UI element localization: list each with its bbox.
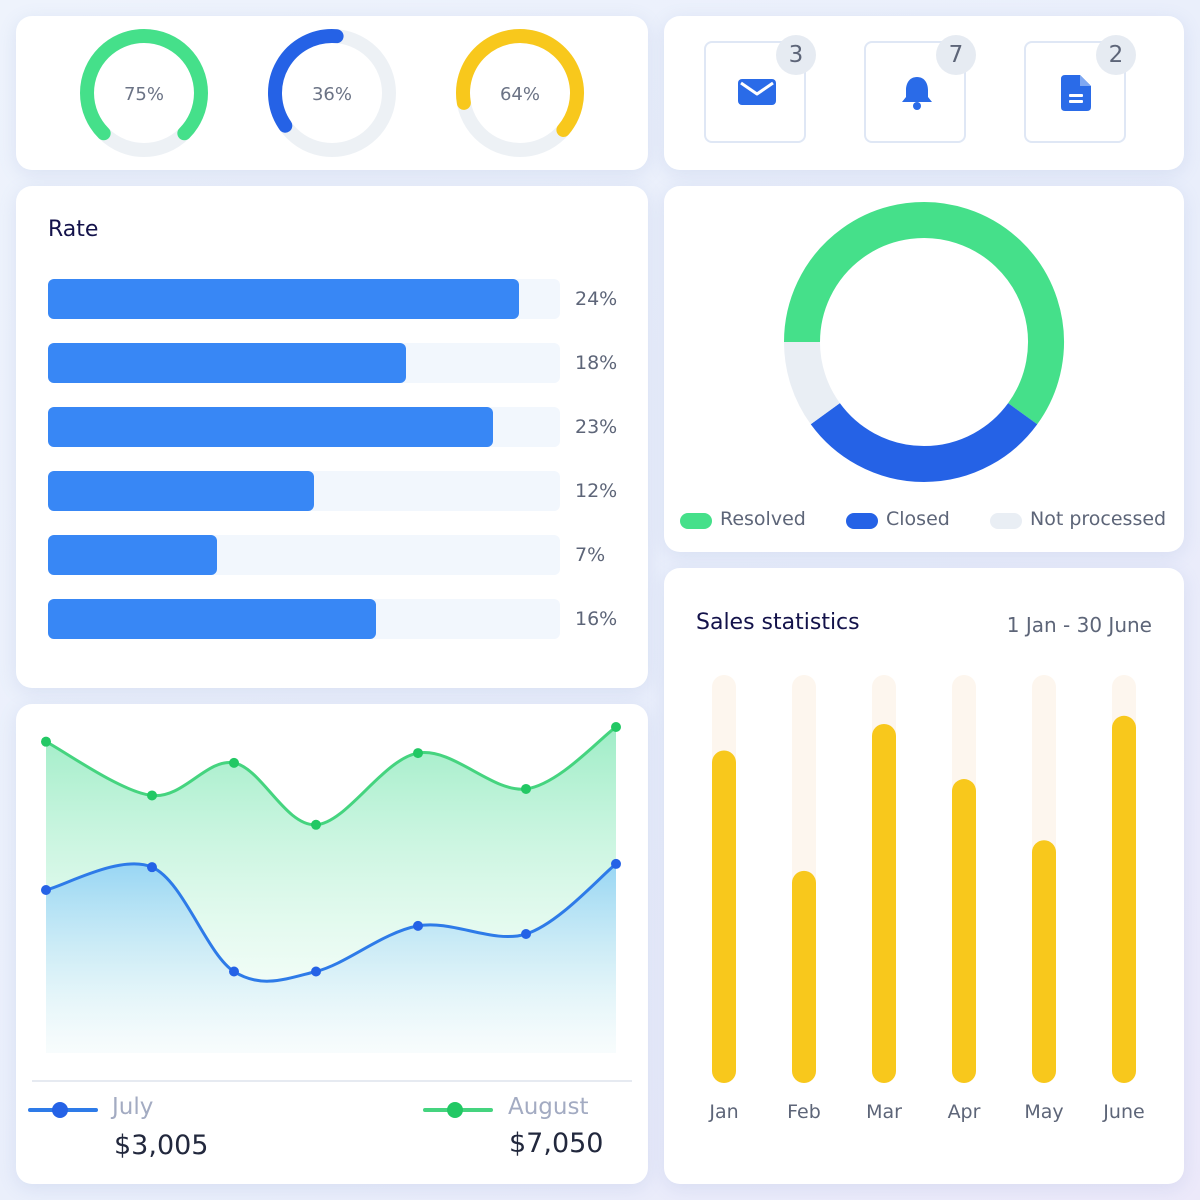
july-value: $3,005 [114, 1130, 209, 1161]
legend-august-marker [423, 1100, 493, 1124]
rate-bar-1[interactable] [48, 343, 407, 383]
rate-bar-label-1: 18% [575, 352, 618, 374]
rate-title: Rate [48, 217, 99, 242]
gauge-arc-1 [268, 29, 344, 133]
legend-not-processed: Not processed [990, 508, 1166, 530]
legend-july-marker [28, 1100, 98, 1124]
sales-tick-jan: Jan [708, 1101, 738, 1123]
rate-bar-0[interactable] [48, 279, 520, 319]
legend-resolved-label: Resolved [720, 508, 806, 530]
bell-button[interactable]: 7 [864, 35, 976, 143]
sales-bar-jan[interactable] [712, 750, 736, 1083]
document-icon [1061, 75, 1091, 115]
notifications-card: 3 7 2 [664, 16, 1184, 170]
status-donut-card: Resolved Closed Not processed [664, 186, 1184, 552]
july-point-5[interactable] [521, 929, 531, 940]
monthly-area-chart [32, 722, 632, 1082]
rate-bar-5[interactable] [48, 599, 376, 639]
rate-bar-label-5: 16% [575, 608, 618, 630]
legend-resolved-swatch [680, 513, 712, 529]
rate-bar-track-1 [48, 343, 560, 383]
legend-closed-label: Closed [886, 508, 950, 530]
sales-bar-june[interactable] [1112, 715, 1136, 1083]
donut-slice-not-processed[interactable] [784, 341, 841, 425]
august-point-5[interactable] [521, 783, 531, 794]
rate-card: Rate 24% 18% 23% 12% 7% 16% [16, 186, 648, 688]
legend-august-label: August [508, 1094, 589, 1120]
rate-bar-label-0: 24% [575, 288, 618, 310]
august-point-4[interactable] [413, 748, 423, 759]
august-point-3[interactable] [311, 819, 321, 830]
legend-not-processed-swatch [990, 513, 1022, 529]
rate-bar-label-3: 12% [575, 480, 618, 502]
august-point-1[interactable] [147, 790, 157, 801]
rate-bar-track-2 [48, 407, 560, 447]
sales-bar-chart: Jan Feb Mar Apr May June [708, 675, 1145, 1123]
august-point-2[interactable] [229, 757, 239, 768]
bell-icon [900, 75, 934, 115]
sales-tick-mar: Mar [866, 1101, 902, 1123]
rate-bar-label-2: 23% [575, 416, 618, 438]
legend-closed-swatch [846, 513, 878, 529]
mail-count-badge: 3 [776, 35, 816, 75]
gauges-chart: 75% 36% 64% [80, 29, 584, 157]
rate-bar-4[interactable] [48, 535, 217, 575]
mail-icon [738, 77, 776, 111]
donut-slice-resolved[interactable] [784, 202, 1064, 425]
sales-statistics-card: Sales statistics 1 Jan - 30 June Jan Feb M… [664, 568, 1184, 1184]
gauges-card: 75% 36% 64% [16, 16, 648, 170]
document-button[interactable]: 2 [1024, 35, 1136, 143]
sales-tick-feb: Feb [787, 1101, 821, 1123]
gauge-arc-0 [80, 29, 208, 141]
july-point-2[interactable] [229, 966, 239, 977]
rate-bar-track-0 [48, 279, 560, 319]
bell-count-badge: 7 [936, 35, 976, 75]
rate-bar-track-3 [48, 471, 560, 511]
sales-tick-june: June [1102, 1101, 1144, 1123]
august-value: $7,050 [509, 1128, 604, 1159]
july-point-3[interactable] [311, 966, 321, 977]
rate-bar-track-5 [48, 599, 560, 639]
sales-period[interactable]: 1 Jan - 30 June [1006, 613, 1152, 637]
legend-july-label: July [112, 1094, 154, 1120]
sales-bar-feb[interactable] [792, 870, 816, 1083]
legend-not-processed-label: Not processed [1030, 508, 1167, 530]
sales-bar-mar[interactable] [872, 723, 896, 1083]
july-point-6[interactable] [611, 858, 621, 869]
gauge-value-1: 36% [312, 84, 352, 105]
rate-bar-2[interactable] [48, 407, 494, 447]
sales-bar-apr[interactable] [952, 779, 976, 1083]
sales-title: Sales statistics [696, 610, 860, 635]
monthly-line-card: July $3,005 August $7,050 [16, 704, 648, 1184]
july-area [46, 863, 616, 1053]
july-point-0[interactable] [41, 885, 51, 895]
gauge-value-0: 75% [124, 84, 164, 105]
sales-tick-apr: Apr [948, 1101, 981, 1123]
status-donut-chart [784, 202, 1064, 482]
august-point-6[interactable] [611, 722, 621, 732]
august-point-0[interactable] [41, 736, 51, 747]
legend-resolved: Resolved [680, 508, 806, 530]
document-count-badge: 2 [1096, 35, 1136, 75]
rate-bar-3[interactable] [48, 471, 315, 511]
sales-tick-may: May [1024, 1101, 1063, 1123]
mail-button[interactable]: 3 [704, 35, 816, 143]
legend-closed: Closed [846, 508, 950, 530]
sales-bar-may[interactable] [1032, 840, 1056, 1083]
gauge-value-2: 64% [500, 84, 540, 105]
rate-bar-label-4: 7% [575, 544, 606, 566]
gauge-arc-2 [456, 29, 584, 137]
rate-bar-track-4 [48, 535, 560, 575]
july-point-4[interactable] [413, 920, 423, 931]
july-point-1[interactable] [147, 862, 157, 873]
donut-slice-closed[interactable] [810, 402, 1038, 482]
